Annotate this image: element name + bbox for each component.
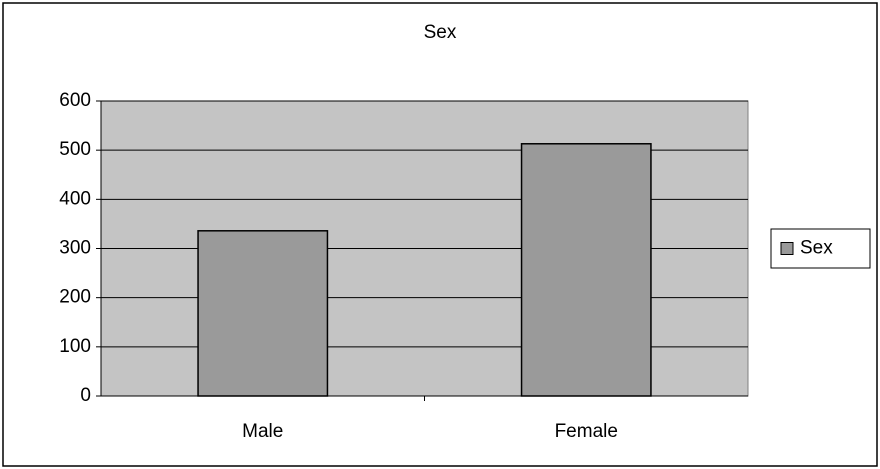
legend-swatch — [780, 242, 794, 255]
y-tick-label: 400 — [59, 188, 91, 209]
legend-label: Sex — [800, 238, 833, 259]
y-tick-label: 200 — [59, 287, 91, 308]
chart-title: Sex — [424, 22, 457, 43]
y-tick-label: 300 — [59, 238, 91, 259]
bar — [197, 230, 329, 397]
x-tick-label: Female — [555, 421, 618, 442]
bar — [520, 143, 652, 397]
y-tick-label: 600 — [59, 90, 91, 111]
y-tick-label: 0 — [80, 385, 91, 406]
x-tick-label: Male — [242, 421, 283, 442]
y-tick-label: 500 — [59, 139, 91, 160]
y-tick-label: 100 — [59, 336, 91, 357]
